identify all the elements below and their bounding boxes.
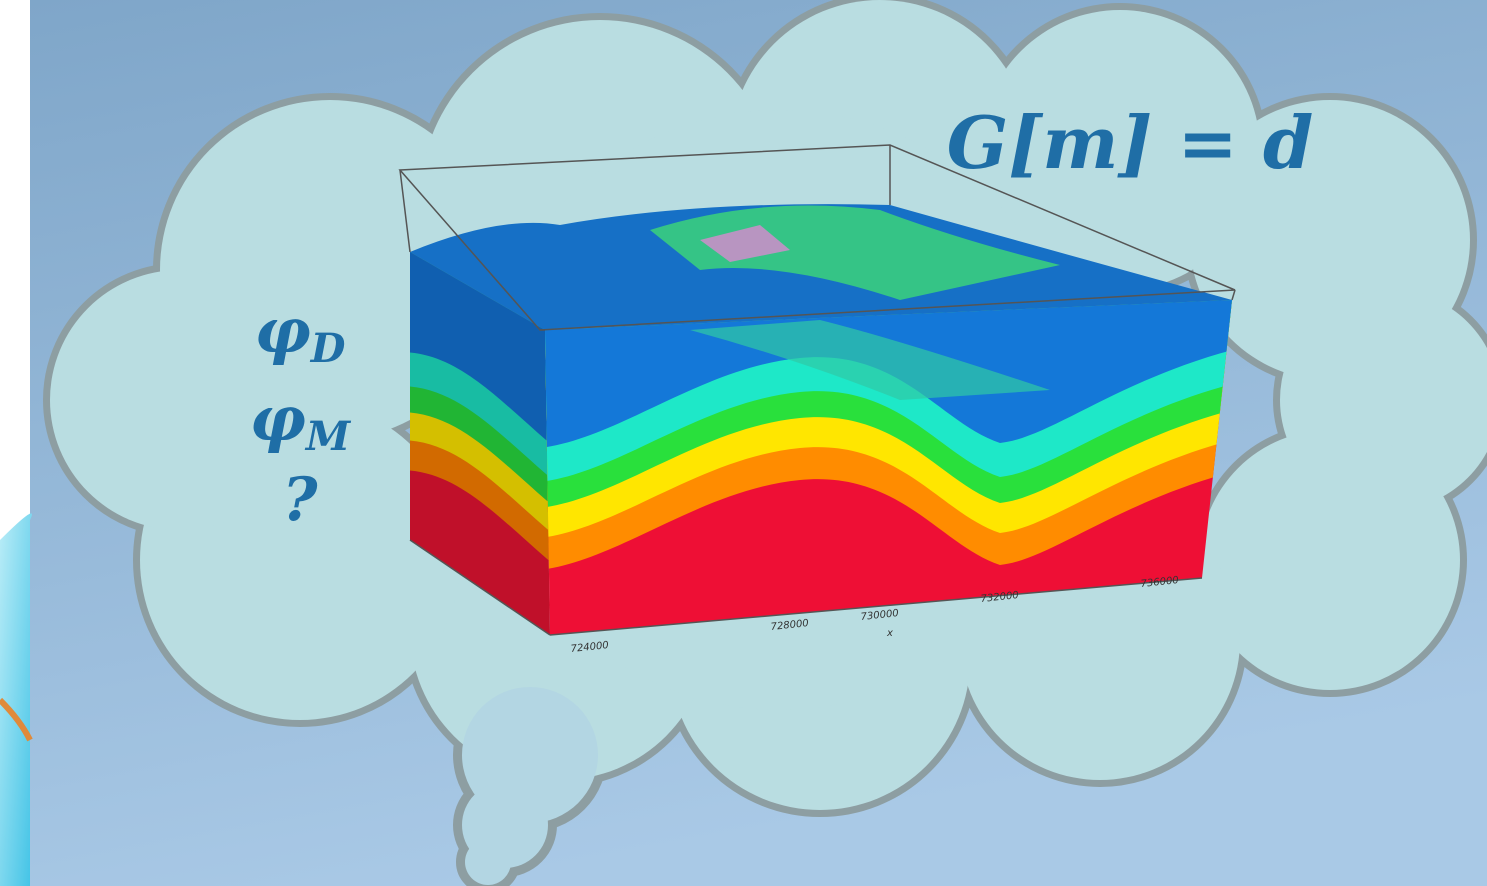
symbol: ?	[282, 465, 318, 535]
cloud-fill	[465, 839, 511, 885]
illustration: 724000728000730000732000736000x G[m] = d…	[0, 0, 1487, 886]
swoosh	[0, 513, 32, 886]
axis-title: x	[886, 628, 893, 639]
equation: G[m] = d	[947, 100, 1314, 185]
